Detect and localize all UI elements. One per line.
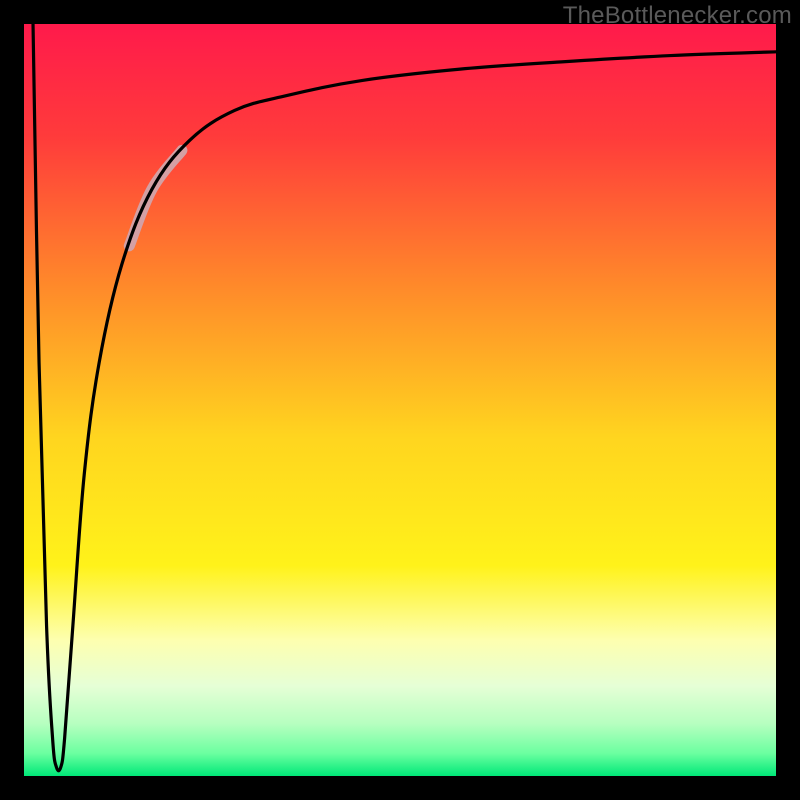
attribution-label: TheBottlenecker.com bbox=[563, 2, 792, 30]
plot-background bbox=[24, 24, 776, 776]
chart-container: TheBottlenecker.com bbox=[0, 0, 800, 800]
bottleneck-chart bbox=[0, 0, 800, 800]
